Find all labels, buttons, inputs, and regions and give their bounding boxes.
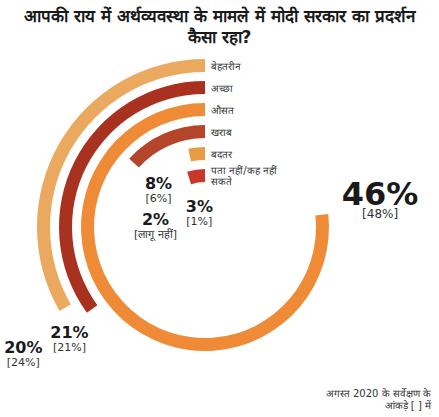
text-line: आंकड़े [ ] में	[385, 400, 432, 411]
data-label: 8%	[145, 174, 172, 193]
text-line: कैसा रहा?	[187, 27, 252, 47]
previous-label: [48%]	[362, 207, 398, 221]
category-label: बदतर	[211, 148, 233, 159]
value-label: 2%[लागू नहीं]	[134, 210, 177, 242]
category-label: बेहतरीन	[211, 60, 241, 71]
text-line: आपकी राय में अर्थव्यवस्था के मामले में म…	[24, 6, 415, 26]
text-line: अगस्त 2020 के सर्वेक्षण के	[326, 388, 431, 399]
data-label: 20%	[4, 338, 42, 357]
data-label: 21%	[50, 323, 88, 342]
plot-area	[37, 59, 329, 351]
title: आपकी राय में अर्थव्यवस्था के मामले में म…	[24, 6, 415, 47]
previous-label: [21%]	[53, 341, 86, 354]
text-line: औसत	[211, 104, 234, 115]
annotation: अगस्त 2020 के सर्वेक्षण केआंकड़े [ ] में	[326, 388, 432, 411]
previous-label: [6%]	[145, 192, 171, 205]
value-label: 20%[24%]	[4, 338, 42, 369]
value-label: 21%[21%]	[50, 323, 88, 354]
previous-label: [लागू नहीं]	[134, 228, 177, 242]
category-label: औसत	[211, 104, 234, 115]
chart: आपकी राय में अर्थव्यवस्था के मामले में म…	[0, 0, 439, 417]
category-label: खराब	[211, 126, 232, 137]
text-line: सकते	[211, 176, 232, 187]
value-label: 46%[48%]	[342, 175, 419, 221]
data-label: 2%	[142, 210, 169, 229]
text-line: अच्छा	[211, 82, 233, 93]
previous-label: [24%]	[7, 356, 40, 369]
labels: बेहतरीन अच्छा औसत खराब बदतर पता नहीं/कह नहींस…	[4, 60, 432, 411]
text-line: पता नहीं/कह नहीं	[211, 165, 277, 176]
ring-bar	[187, 169, 205, 184]
previous-label: [1%]	[186, 215, 212, 228]
category-label: पता नहीं/कह नहींसकते	[211, 165, 277, 187]
text-line: बदतर	[211, 148, 233, 159]
category-label: अच्छा	[211, 82, 233, 93]
ring-bar	[129, 125, 205, 167]
ring-bar	[188, 147, 205, 161]
ring-bar	[81, 103, 329, 351]
chart-container: आपकी राय में अर्थव्यवस्था के मामले में म…	[0, 0, 439, 417]
value-label: 8%[6%]	[145, 174, 172, 205]
data-label: 3%	[186, 197, 213, 216]
value-label: 3%[1%]	[186, 197, 213, 228]
ring-bar	[37, 59, 205, 311]
text-line: बेहतरीन	[211, 60, 241, 71]
text-line: खराब	[211, 126, 232, 137]
